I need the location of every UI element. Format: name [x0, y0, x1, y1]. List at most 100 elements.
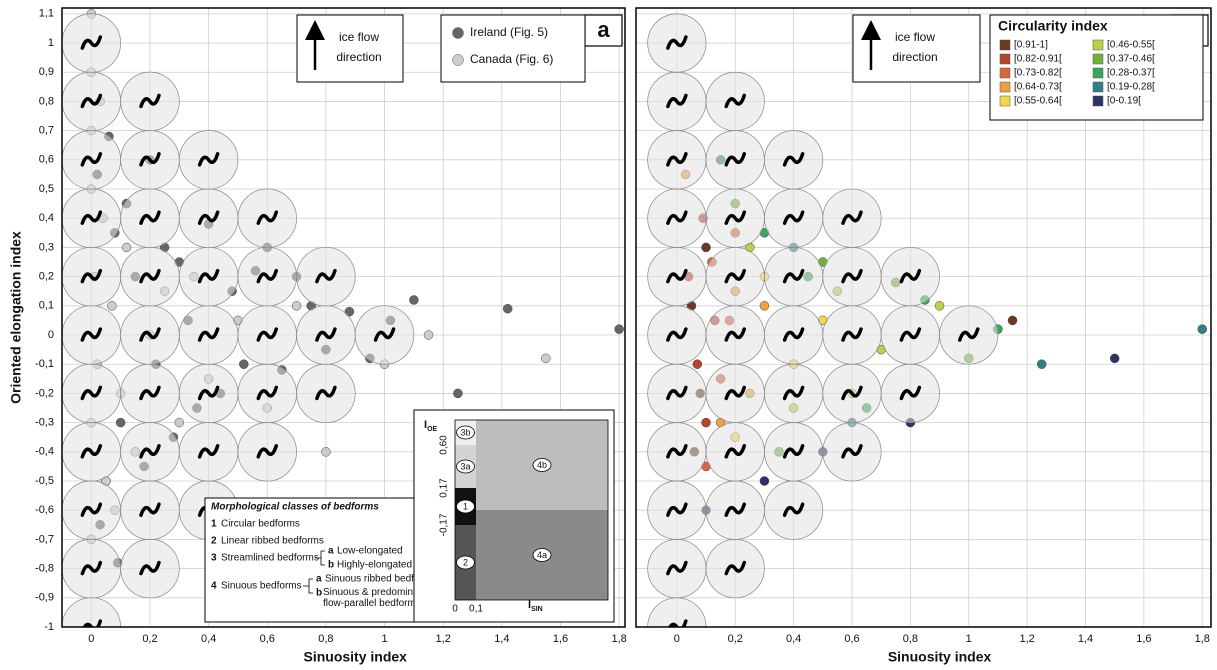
y-tick-label: -0,1 [35, 358, 54, 370]
y-tick-label: 0,5 [39, 183, 54, 195]
diagram-frame [454, 419, 609, 601]
legend-label: [0.19-0.28[ [1107, 82, 1155, 93]
axis-subscript: SIN [531, 606, 543, 613]
class-number: 1 [211, 519, 217, 530]
bedform-glyph [899, 385, 922, 401]
data-point [701, 417, 711, 428]
bedform-glyph [782, 327, 805, 342]
x-tick-label: 0,6 [844, 633, 859, 645]
bedform-glyph [666, 385, 688, 401]
bedform-glyph [80, 444, 103, 459]
x-tick-label: 0,4 [786, 633, 801, 645]
region-badge [456, 499, 475, 514]
data-point [541, 353, 551, 364]
data-point [1036, 359, 1047, 369]
x-tick-label: 0 [88, 633, 94, 645]
data-point [759, 476, 770, 486]
class-number: 2 [211, 536, 217, 547]
x-tick-label: 1,2 [436, 633, 451, 645]
subclass-name: Highly-elongated [337, 560, 412, 571]
legend-swatch [999, 39, 1011, 51]
y-tick-label: 0,7 [39, 125, 54, 137]
region-badge [456, 555, 475, 570]
y-tick-label: -0,9 [35, 592, 54, 604]
y-tick-label: 0 [48, 329, 54, 341]
data-point [1007, 315, 1018, 326]
bedform-glyph [782, 502, 805, 517]
bedform-glyph [139, 93, 161, 109]
annotation-text: direction [892, 50, 937, 64]
legend-marker [452, 54, 464, 66]
x-tick-label: 1,6 [553, 633, 568, 645]
bedform-glyph [666, 327, 688, 342]
region-label: 2 [463, 557, 468, 567]
data-point [759, 301, 770, 311]
bedform-glyph [666, 152, 688, 167]
data-point [502, 303, 513, 314]
subclass-name: Low-elongated [337, 546, 403, 557]
legend-swatch [1092, 39, 1104, 51]
legend-label: [0.46-0.55[ [1107, 40, 1155, 51]
data-point [115, 417, 126, 428]
legend-label: [0.28-0.37[ [1107, 68, 1155, 79]
bedform-glyph [315, 385, 337, 401]
bedform-glyph [841, 444, 863, 459]
bedform-glyph [724, 502, 746, 517]
legend-swatch [999, 67, 1011, 79]
annotation-box [296, 14, 404, 83]
data-point [1109, 353, 1120, 364]
legend-marker [452, 27, 464, 39]
y-axis-title: Oriented elongation index [8, 231, 24, 404]
bedform-glyph [80, 327, 103, 342]
legend-swatch [999, 95, 1011, 107]
subclass-letter: b [328, 560, 334, 571]
region-label: 1 [463, 501, 468, 511]
y-tick-label: 0,8 [39, 95, 54, 107]
y-tick-label: -0,3 [35, 417, 54, 429]
region-badge [456, 459, 475, 474]
bedform-glyph [197, 444, 220, 459]
bedform-glyph [724, 93, 746, 109]
bedform-glyph [80, 385, 103, 401]
legend-label: [0.64-0.73[ [1014, 82, 1062, 93]
diagram-y-tick: 0,17 [439, 478, 450, 498]
region-badge [532, 548, 552, 562]
legend-box [440, 14, 586, 83]
data-point [107, 301, 117, 311]
subclass-letter: a [316, 574, 322, 585]
panel-label: a [597, 17, 610, 42]
class-number: 3 [211, 553, 217, 564]
bedform-glyph [724, 444, 746, 459]
x-tick-label: 1,8 [611, 633, 626, 645]
y-tick-label: 0,3 [39, 241, 54, 253]
diagram-y-tick: -0,17 [439, 513, 450, 536]
bedform-glyph [139, 385, 161, 401]
data-point [321, 447, 331, 457]
class-name: Streamlined bedforms [221, 553, 319, 564]
bedform-glyph [80, 560, 103, 576]
legend-swatch [999, 53, 1011, 65]
y-tick-label: -0,5 [35, 475, 54, 487]
data-point [453, 388, 463, 399]
plot-area [636, 8, 1211, 627]
bedform-glyph [139, 268, 161, 284]
bedform-glyph [197, 152, 220, 167]
bedform-glyph [841, 385, 863, 401]
data-point [344, 306, 355, 317]
legend-label: [0.37-0.46[ [1107, 54, 1155, 65]
legend-swatch [1092, 81, 1104, 93]
y-tick-label: 0,6 [39, 154, 54, 166]
bedform-glyph [197, 268, 220, 284]
diagram-axis-label: ISIN [528, 599, 543, 613]
bedform-glyph [256, 385, 279, 401]
bedform-glyph [724, 327, 746, 342]
annotation-text: ice flow [895, 30, 935, 44]
bedform-glyph [256, 268, 279, 284]
legend-swatch [1092, 67, 1104, 79]
bedform-glyph [782, 152, 805, 167]
axis-subscript: OE [427, 426, 437, 433]
bedform-glyph [139, 210, 161, 225]
legend-label: [0.91-1] [1014, 40, 1048, 51]
